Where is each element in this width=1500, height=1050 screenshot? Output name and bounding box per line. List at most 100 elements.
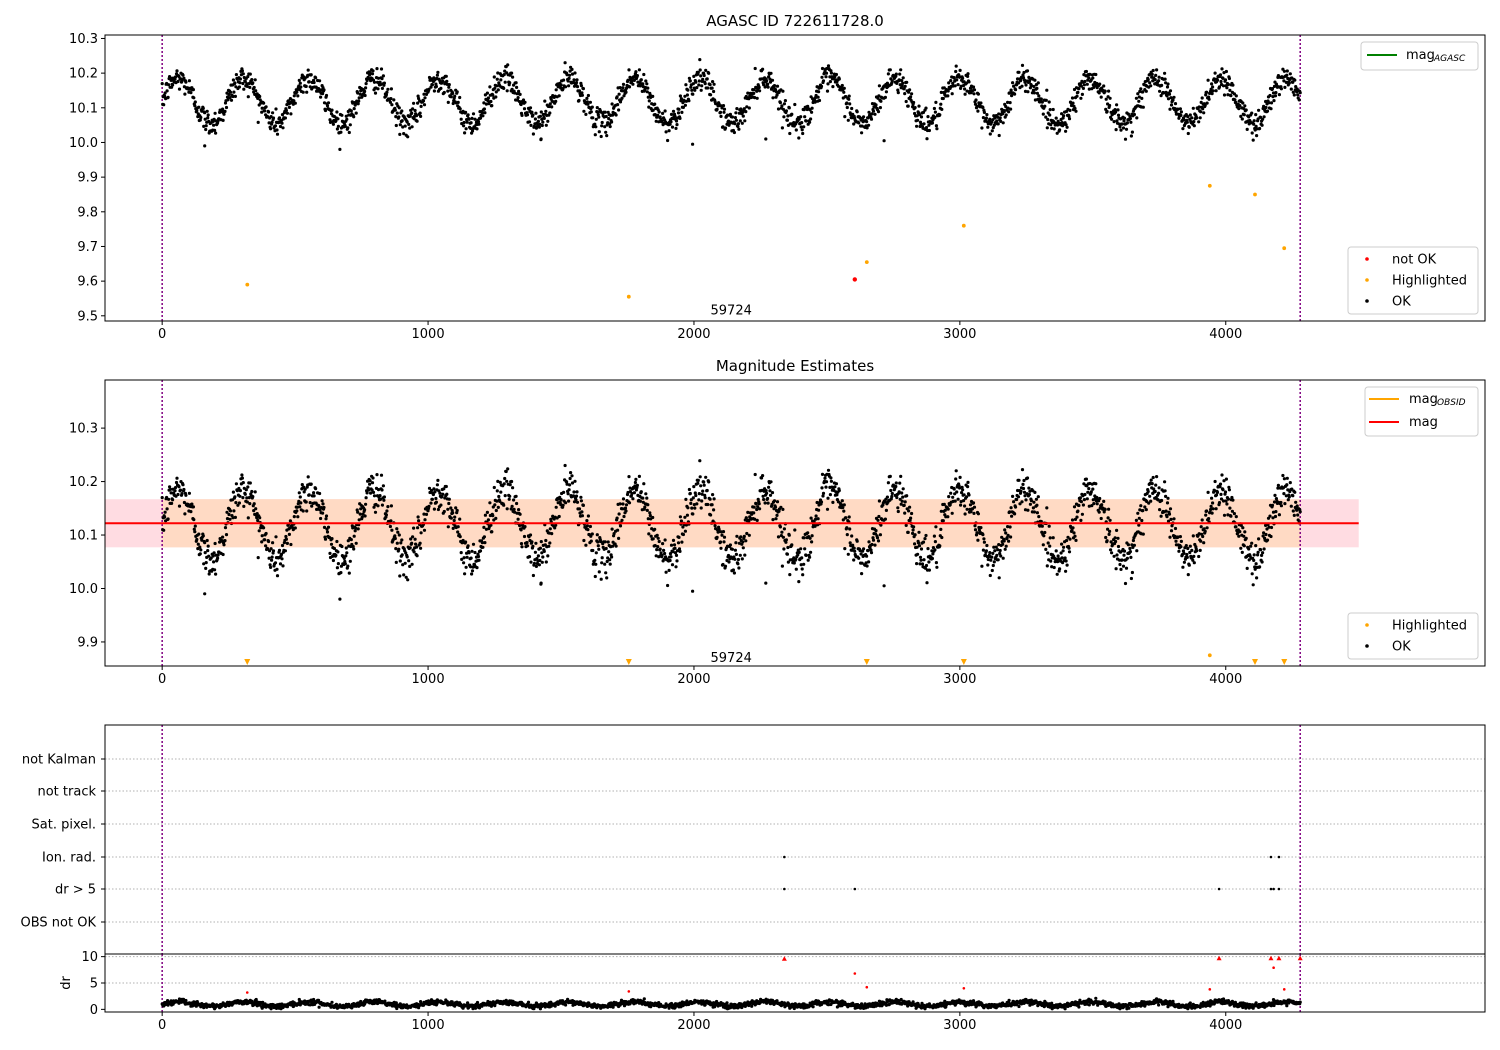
agasc-ok-point bbox=[380, 77, 384, 81]
agasc-ok-point bbox=[163, 91, 167, 95]
magnitude-ok-point bbox=[1027, 486, 1031, 490]
agasc-ok-point bbox=[722, 107, 727, 111]
agasc-ok-point bbox=[698, 68, 702, 72]
magnitude-ok-point bbox=[213, 568, 217, 572]
magnitude-ok-point bbox=[1048, 536, 1052, 540]
magnitude-ok-point bbox=[1167, 512, 1172, 516]
magnitude-ok-point bbox=[1071, 526, 1075, 530]
magnitude-ytick-label: 10.3 bbox=[69, 422, 98, 437]
magnitude-ok-point bbox=[890, 491, 894, 496]
agasc-ok-point bbox=[1025, 69, 1030, 73]
magnitude-ok-point bbox=[713, 524, 717, 528]
magnitude-ok-point bbox=[380, 488, 384, 492]
agasc-ok-point bbox=[708, 83, 712, 87]
magnitude-ok-point bbox=[955, 490, 959, 494]
magnitude-ok-point bbox=[1051, 536, 1055, 540]
magnitude-ok-point bbox=[473, 550, 477, 555]
agasc-ok-point bbox=[189, 91, 193, 95]
agasc-ok-point bbox=[600, 120, 604, 125]
magnitude-ok-point bbox=[1064, 569, 1068, 573]
magnitude-ok-point bbox=[1124, 566, 1129, 570]
magnitude-ok-point bbox=[1122, 553, 1126, 557]
magnitude-ok-point bbox=[1201, 534, 1205, 539]
magnitude-ok-point bbox=[696, 481, 700, 485]
agasc-ok-point bbox=[653, 113, 657, 117]
agasc-ok-point bbox=[491, 93, 495, 97]
agasc-ok-point bbox=[469, 126, 473, 130]
agasc-ok-point bbox=[972, 88, 977, 92]
agasc-ok-point bbox=[204, 127, 208, 132]
magnitude-ok-point bbox=[1255, 576, 1259, 580]
magnitude-ok-point bbox=[658, 547, 662, 551]
magnitude-ok-point bbox=[446, 507, 450, 511]
agasc-ok-point bbox=[927, 128, 932, 133]
magnitude-ok-point bbox=[1291, 494, 1295, 498]
magnitude-ok-point bbox=[416, 526, 420, 530]
agasc-ok-point bbox=[1050, 126, 1054, 130]
magnitude-ok-point bbox=[992, 560, 996, 564]
agasc-ok-point bbox=[1012, 84, 1016, 88]
agasc-ok-point bbox=[695, 86, 699, 90]
magnitude-ok-point bbox=[469, 556, 473, 560]
magnitude-ok-point bbox=[801, 573, 805, 577]
agasc-ok-point bbox=[1182, 118, 1186, 122]
magnitude-ok-point bbox=[1105, 539, 1109, 543]
magnitude-ok-point bbox=[271, 549, 276, 553]
agasc-ok-point bbox=[673, 114, 677, 118]
agasc-ok-point bbox=[1032, 84, 1036, 89]
agasc-ok-point bbox=[550, 105, 554, 109]
agasc-ok-point bbox=[745, 105, 749, 109]
magnitude-ok-point bbox=[1061, 549, 1065, 553]
agasc-ok-point bbox=[1071, 101, 1075, 105]
agasc-ok-point bbox=[546, 119, 550, 123]
magnitude-ok-point bbox=[614, 544, 618, 548]
magnitude-ok-point bbox=[1107, 532, 1111, 537]
agasc-ok-point bbox=[1006, 106, 1010, 110]
magnitude-ok-point bbox=[616, 528, 620, 532]
agasc-ok-point bbox=[370, 72, 375, 76]
agasc-legend-label: Highlighted bbox=[1392, 274, 1467, 289]
magnitude-ok-point bbox=[511, 498, 516, 502]
agasc-ok-point bbox=[1114, 110, 1118, 114]
agasc-ok-point bbox=[755, 96, 759, 100]
agasc-ok-point bbox=[700, 84, 704, 88]
magnitude-ok-point bbox=[653, 527, 657, 531]
agasc-ok-point bbox=[996, 115, 1000, 119]
agasc-ytick-label: 9.5 bbox=[77, 309, 98, 324]
magnitude-ok-point bbox=[1270, 503, 1275, 507]
magnitude-ok-point bbox=[231, 490, 235, 494]
magnitude-ok-point bbox=[966, 480, 970, 484]
magnitude-ok-point bbox=[515, 501, 519, 506]
agasc-ok-point bbox=[520, 113, 524, 117]
magnitude-ok-point bbox=[890, 494, 894, 499]
agasc-ok-point bbox=[778, 101, 783, 105]
agasc-ok-point bbox=[1199, 100, 1203, 104]
agasc-ok-point bbox=[758, 89, 762, 93]
agasc-ok-point bbox=[227, 92, 231, 97]
agasc-ok-point bbox=[801, 131, 805, 136]
magnitude-ok-point bbox=[904, 523, 908, 528]
magnitude-ok-point bbox=[900, 491, 904, 495]
magnitude-ok-point bbox=[470, 569, 475, 573]
agasc-ok-point bbox=[627, 85, 632, 89]
agasc-ok-point bbox=[594, 117, 598, 121]
magnitude-ok-point bbox=[287, 532, 291, 537]
agasc-ok-point bbox=[231, 94, 235, 99]
magnitude-ok-point bbox=[677, 535, 681, 540]
agasc-ok-point bbox=[1020, 63, 1025, 67]
agasc-ok-point bbox=[1006, 100, 1010, 104]
agasc-ok-point bbox=[871, 109, 876, 113]
magnitude-ok-point bbox=[1065, 538, 1069, 543]
agasc-ok-point bbox=[816, 95, 820, 99]
agasc-ok-point bbox=[502, 73, 506, 77]
magnitude-ok-point bbox=[1202, 541, 1206, 545]
magnitude-ok-point bbox=[227, 512, 231, 517]
agasc-ok-point bbox=[419, 104, 423, 108]
agasc-ok-point bbox=[1022, 70, 1026, 75]
agasc-ok-point bbox=[867, 123, 871, 127]
agasc-ok-point bbox=[1085, 82, 1089, 86]
agasc-ok-point bbox=[1172, 95, 1176, 99]
magnitude-ok-point bbox=[950, 511, 954, 515]
magnitude-ok-point bbox=[814, 514, 818, 518]
agasc-xtick-label: 4000 bbox=[1209, 327, 1242, 342]
